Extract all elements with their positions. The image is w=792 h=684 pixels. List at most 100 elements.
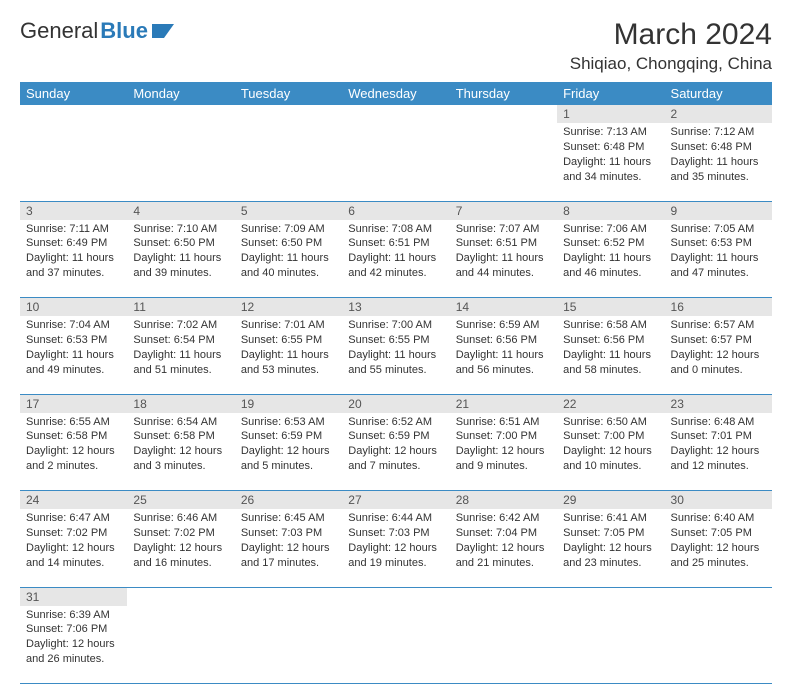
day-number-cell: 6 <box>342 201 449 220</box>
daylight-text: Daylight: 11 hours and 58 minutes. <box>563 348 658 378</box>
daylight-text: Daylight: 11 hours and 42 minutes. <box>348 251 443 281</box>
weekday-header: Monday <box>127 82 234 105</box>
day-cell <box>665 606 772 684</box>
day-cell: Sunrise: 6:48 AMSunset: 7:01 PMDaylight:… <box>665 413 772 491</box>
sunset-text: Sunset: 6:48 PM <box>563 140 658 155</box>
sunset-text: Sunset: 6:53 PM <box>26 333 121 348</box>
daylight-text: Daylight: 11 hours and 39 minutes. <box>133 251 228 281</box>
day-cell-body: Sunrise: 7:05 AMSunset: 6:53 PMDaylight:… <box>665 220 772 285</box>
daylight-text: Daylight: 12 hours and 23 minutes. <box>563 541 658 571</box>
calendar-table: SundayMondayTuesdayWednesdayThursdayFrid… <box>20 82 772 684</box>
day-cell <box>235 606 342 684</box>
sunset-text: Sunset: 7:05 PM <box>563 526 658 541</box>
day-number-cell <box>127 105 234 123</box>
sunset-text: Sunset: 6:48 PM <box>671 140 766 155</box>
sunrise-text: Sunrise: 6:42 AM <box>456 511 551 526</box>
daylight-text: Daylight: 12 hours and 25 minutes. <box>671 541 766 571</box>
daylight-text: Daylight: 12 hours and 5 minutes. <box>241 444 336 474</box>
day-cell: Sunrise: 6:39 AMSunset: 7:06 PMDaylight:… <box>20 606 127 684</box>
day-number-cell: 3 <box>20 201 127 220</box>
day-cell-body: Sunrise: 7:12 AMSunset: 6:48 PMDaylight:… <box>665 123 772 188</box>
daylight-text: Daylight: 12 hours and 16 minutes. <box>133 541 228 571</box>
day-cell-body: Sunrise: 6:52 AMSunset: 6:59 PMDaylight:… <box>342 413 449 478</box>
location-label: Shiqiao, Chongqing, China <box>570 54 772 74</box>
day-cell: Sunrise: 6:55 AMSunset: 6:58 PMDaylight:… <box>20 413 127 491</box>
sunrise-text: Sunrise: 6:55 AM <box>26 415 121 430</box>
content-row: Sunrise: 7:13 AMSunset: 6:48 PMDaylight:… <box>20 123 772 201</box>
daylight-text: Daylight: 11 hours and 46 minutes. <box>563 251 658 281</box>
sunrise-text: Sunrise: 7:09 AM <box>241 222 336 237</box>
sunrise-text: Sunrise: 6:50 AM <box>563 415 658 430</box>
day-cell <box>127 123 234 201</box>
sunrise-text: Sunrise: 6:48 AM <box>671 415 766 430</box>
sunset-text: Sunset: 6:57 PM <box>671 333 766 348</box>
day-cell-body: Sunrise: 6:59 AMSunset: 6:56 PMDaylight:… <box>450 316 557 381</box>
page-header: GeneralBlue March 2024 Shiqiao, Chongqin… <box>20 18 772 74</box>
sunrise-text: Sunrise: 6:44 AM <box>348 511 443 526</box>
content-row: Sunrise: 6:47 AMSunset: 7:02 PMDaylight:… <box>20 509 772 587</box>
day-number-cell: 29 <box>557 491 664 510</box>
daynum-row: 24252627282930 <box>20 491 772 510</box>
sunset-text: Sunset: 6:50 PM <box>133 236 228 251</box>
daylight-text: Daylight: 12 hours and 2 minutes. <box>26 444 121 474</box>
sunset-text: Sunset: 7:06 PM <box>26 622 121 637</box>
sunrise-text: Sunrise: 6:45 AM <box>241 511 336 526</box>
day-number-cell: 1 <box>557 105 664 123</box>
sunrise-text: Sunrise: 6:41 AM <box>563 511 658 526</box>
sunset-text: Sunset: 6:56 PM <box>456 333 551 348</box>
day-cell-body: Sunrise: 6:42 AMSunset: 7:04 PMDaylight:… <box>450 509 557 574</box>
sunset-text: Sunset: 6:56 PM <box>563 333 658 348</box>
sunset-text: Sunset: 6:51 PM <box>456 236 551 251</box>
sunrise-text: Sunrise: 7:07 AM <box>456 222 551 237</box>
sunrise-text: Sunrise: 7:05 AM <box>671 222 766 237</box>
daylight-text: Daylight: 11 hours and 49 minutes. <box>26 348 121 378</box>
month-title: March 2024 <box>570 18 772 52</box>
daylight-text: Daylight: 12 hours and 10 minutes. <box>563 444 658 474</box>
day-cell-body: Sunrise: 6:55 AMSunset: 6:58 PMDaylight:… <box>20 413 127 478</box>
daylight-text: Daylight: 11 hours and 47 minutes. <box>671 251 766 281</box>
day-cell: Sunrise: 6:46 AMSunset: 7:02 PMDaylight:… <box>127 509 234 587</box>
day-cell: Sunrise: 6:50 AMSunset: 7:00 PMDaylight:… <box>557 413 664 491</box>
day-cell: Sunrise: 7:12 AMSunset: 6:48 PMDaylight:… <box>665 123 772 201</box>
daylight-text: Daylight: 11 hours and 56 minutes. <box>456 348 551 378</box>
sunset-text: Sunset: 6:51 PM <box>348 236 443 251</box>
day-number-cell: 24 <box>20 491 127 510</box>
day-number-cell <box>450 105 557 123</box>
title-block: March 2024 Shiqiao, Chongqing, China <box>570 18 772 74</box>
day-number-cell: 9 <box>665 201 772 220</box>
day-cell-body: Sunrise: 6:57 AMSunset: 6:57 PMDaylight:… <box>665 316 772 381</box>
day-number-cell: 31 <box>20 587 127 606</box>
day-cell: Sunrise: 6:53 AMSunset: 6:59 PMDaylight:… <box>235 413 342 491</box>
day-cell: Sunrise: 7:11 AMSunset: 6:49 PMDaylight:… <box>20 220 127 298</box>
day-cell <box>450 123 557 201</box>
sunrise-text: Sunrise: 7:04 AM <box>26 318 121 333</box>
day-number-cell: 27 <box>342 491 449 510</box>
day-number-cell: 5 <box>235 201 342 220</box>
day-number-cell: 21 <box>450 394 557 413</box>
sunset-text: Sunset: 7:03 PM <box>241 526 336 541</box>
day-cell: Sunrise: 7:06 AMSunset: 6:52 PMDaylight:… <box>557 220 664 298</box>
day-number-cell: 22 <box>557 394 664 413</box>
day-number-cell <box>127 587 234 606</box>
sunrise-text: Sunrise: 7:01 AM <box>241 318 336 333</box>
day-cell: Sunrise: 7:09 AMSunset: 6:50 PMDaylight:… <box>235 220 342 298</box>
day-cell: Sunrise: 6:59 AMSunset: 6:56 PMDaylight:… <box>450 316 557 394</box>
day-number-cell: 10 <box>20 298 127 317</box>
day-cell <box>342 123 449 201</box>
sunset-text: Sunset: 6:55 PM <box>348 333 443 348</box>
day-number-cell: 30 <box>665 491 772 510</box>
sunset-text: Sunset: 7:04 PM <box>456 526 551 541</box>
content-row: Sunrise: 7:04 AMSunset: 6:53 PMDaylight:… <box>20 316 772 394</box>
day-cell-body: Sunrise: 6:53 AMSunset: 6:59 PMDaylight:… <box>235 413 342 478</box>
daynum-row: 31 <box>20 587 772 606</box>
daylight-text: Daylight: 12 hours and 17 minutes. <box>241 541 336 571</box>
daylight-text: Daylight: 12 hours and 14 minutes. <box>26 541 121 571</box>
day-cell: Sunrise: 7:04 AMSunset: 6:53 PMDaylight:… <box>20 316 127 394</box>
day-number-cell: 15 <box>557 298 664 317</box>
content-row: Sunrise: 7:11 AMSunset: 6:49 PMDaylight:… <box>20 220 772 298</box>
sunrise-text: Sunrise: 6:46 AM <box>133 511 228 526</box>
sunrise-text: Sunrise: 7:10 AM <box>133 222 228 237</box>
day-cell-body: Sunrise: 6:54 AMSunset: 6:58 PMDaylight:… <box>127 413 234 478</box>
daylight-text: Daylight: 12 hours and 7 minutes. <box>348 444 443 474</box>
sunrise-text: Sunrise: 6:47 AM <box>26 511 121 526</box>
